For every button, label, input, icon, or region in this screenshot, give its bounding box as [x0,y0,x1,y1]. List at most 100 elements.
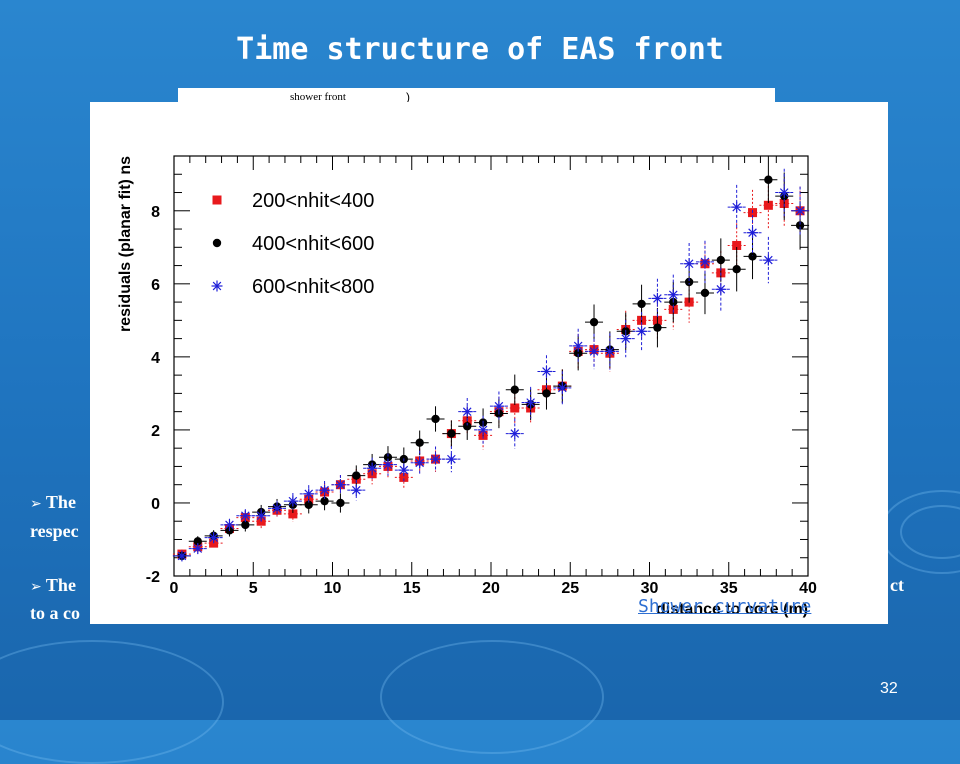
data-point-star [620,333,632,345]
data-point-circle [542,389,551,398]
bullet-arrow-icon: ➢ [30,579,42,595]
x-tick-label: 25 [561,580,579,597]
data-point-star [794,205,806,217]
data-point-star [747,227,759,239]
x-tick-label: 10 [324,580,342,597]
data-point-star [445,453,457,465]
data-point-star [350,484,362,496]
plot-panel: 0 5 10 15 20 25 30 35 40 -2 0 2 4 6 8 distance to core … [90,102,888,624]
data-point-square [288,509,298,519]
data-point-star [778,187,790,199]
data-point-circle [352,471,361,480]
data-point-star [303,488,315,500]
bullet-2-continuation: to a co [30,603,80,623]
data-point-star [731,201,743,213]
data-point-circle [510,385,519,394]
slide-number: 32 [880,680,898,697]
data-point-circle [447,429,456,438]
data-point-star [287,495,299,507]
x-tick-label: 15 [403,580,421,597]
data-point-star [208,532,220,544]
data-point-star [636,325,648,337]
data-point-star [556,382,568,394]
data-point-circle [320,496,329,506]
y-tick-label: 2 [151,423,160,440]
data-point-star [382,459,394,471]
bullet-arrow-icon: ➢ [30,496,42,512]
legend-marker-circle [212,238,222,248]
data-point-star [192,543,204,555]
data-point-circle [732,265,741,274]
data-point-circle [304,500,313,509]
data-point-circle [415,438,424,447]
ripple-decoration [900,505,960,559]
bullet-2-tail: ct [890,575,904,595]
data-point-star [176,550,188,562]
x-tick-label: 0 [170,580,179,597]
data-point-star [414,457,426,469]
bullet-2: ➢ The [30,573,76,599]
data-point-square [732,240,742,250]
x-tick-label: 40 [799,580,817,597]
legend-label: 600<nhit<800 [252,276,374,298]
slide-title: Time structure of EAS front [236,32,724,67]
data-point-star [430,453,442,465]
legend-marker-square [212,195,222,205]
data-point-circle [463,422,472,431]
ripple-decoration [0,640,224,764]
legend-label: 200<nhit<400 [252,190,374,212]
data-point-circle [431,414,440,424]
data-point-star [683,258,695,270]
data-point-star [762,254,774,266]
data-point-star [366,462,378,474]
data-point-circle [684,277,694,287]
bullet-2-line1: The [45,575,76,595]
bullet-1: ➢ The [30,490,76,516]
background-figure-label: shower front [290,91,346,103]
data-point-star [540,365,552,377]
data-point-star [398,464,410,476]
data-point-square [510,403,520,413]
x-axis-title: distance to core (m) [656,601,808,618]
data-point-star [239,510,251,522]
data-point-circle [241,520,250,530]
x-tick-label: 30 [641,580,659,597]
data-point-star [271,502,283,514]
y-tick-label: 8 [151,204,160,221]
y-tick-label: -2 [146,569,160,586]
data-point-star [461,406,473,418]
data-point-star [319,484,331,496]
data-point-circle [716,255,726,265]
data-point-circle [795,221,805,230]
data-point-circle [748,252,757,261]
data-point-star [667,289,679,301]
shower-curvature-link[interactable]: Shower curvature [638,596,812,617]
data-point-star [715,283,727,295]
data-point-star [509,428,521,440]
data-point-square [399,472,409,482]
residuals-chart: 0 5 10 15 20 25 30 35 40 -2 0 2 4 6 8 distance to core … [117,155,817,618]
data-point-star [334,479,346,491]
data-point-star [255,510,267,522]
legend-label: 400<nhit<600 [252,233,374,255]
bullet-1-continuation: respec [30,521,79,541]
data-point-circle [383,453,393,462]
data-point-star [604,345,616,357]
data-point-square [763,200,773,210]
data-point-circle [589,317,599,327]
data-point-star [699,256,711,268]
background-figure-mark: ) [406,90,410,104]
x-tick-label: 20 [482,580,500,597]
plot-frame [173,155,809,577]
y-tick-label: 4 [151,350,160,367]
data-point-circle [573,349,583,358]
data-point-circle [637,299,646,309]
data-point-star [493,400,505,412]
data-point-circle [193,537,202,546]
ripple-decoration [380,640,604,754]
data-point-star [572,340,584,352]
data-point-star [477,424,489,436]
data-point-circle [700,288,710,298]
data-point-circle [764,175,773,184]
x-tick-label: 35 [720,580,738,597]
